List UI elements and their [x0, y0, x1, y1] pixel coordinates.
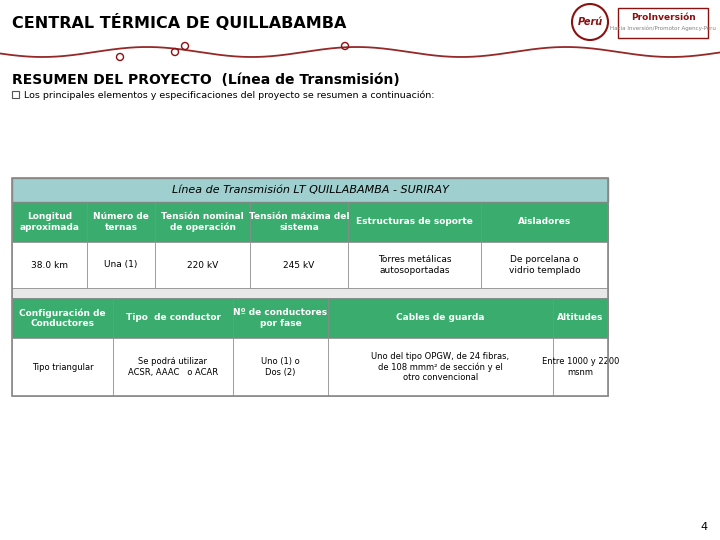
FancyBboxPatch shape	[12, 338, 113, 396]
FancyBboxPatch shape	[328, 298, 553, 338]
Text: Torres metálicas
autosoportadas: Torres metálicas autosoportadas	[378, 255, 451, 275]
Text: 245 kV: 245 kV	[284, 260, 315, 269]
FancyBboxPatch shape	[481, 202, 608, 242]
Text: Aisladores: Aisladores	[518, 218, 571, 226]
FancyBboxPatch shape	[113, 338, 233, 396]
Text: Altitudes: Altitudes	[557, 314, 603, 322]
FancyBboxPatch shape	[113, 298, 233, 338]
FancyBboxPatch shape	[618, 8, 708, 38]
Text: Tipo triangular: Tipo triangular	[32, 362, 94, 372]
Text: Una (1): Una (1)	[104, 260, 138, 269]
Text: ProInversión: ProInversión	[631, 14, 696, 23]
FancyBboxPatch shape	[250, 242, 348, 288]
FancyBboxPatch shape	[12, 202, 87, 242]
FancyBboxPatch shape	[155, 202, 250, 242]
Text: Los principales elementos y especificaciones del proyecto se resumen a continuac: Los principales elementos y especificaci…	[24, 90, 434, 100]
FancyBboxPatch shape	[233, 298, 328, 338]
Text: Tensión nominal
de operación: Tensión nominal de operación	[161, 212, 244, 232]
FancyBboxPatch shape	[155, 242, 250, 288]
Text: Hacia Inversión/Promotor Agency-Peru: Hacia Inversión/Promotor Agency-Peru	[610, 25, 716, 31]
FancyBboxPatch shape	[328, 338, 553, 396]
FancyBboxPatch shape	[12, 298, 113, 338]
Text: Entre 1000 y 2200
msnm: Entre 1000 y 2200 msnm	[542, 357, 619, 377]
Text: Nº de conductores
por fase: Nº de conductores por fase	[233, 308, 328, 328]
FancyBboxPatch shape	[87, 242, 155, 288]
FancyBboxPatch shape	[87, 202, 155, 242]
Text: Configuración de
Conductores: Configuración de Conductores	[19, 308, 106, 328]
Text: Línea de Transmisión LT QUILLABAMBA - SURIRAY: Línea de Transmisión LT QUILLABAMBA - SU…	[171, 185, 449, 195]
Text: Tensión máxima del
sistema: Tensión máxima del sistema	[248, 212, 349, 232]
Text: De porcelana o
vidrio templado: De porcelana o vidrio templado	[509, 255, 580, 275]
FancyBboxPatch shape	[348, 202, 481, 242]
Text: CENTRAL TÉRMICA DE QUILLABAMBA: CENTRAL TÉRMICA DE QUILLABAMBA	[12, 14, 346, 30]
Text: Tipo  de conductor: Tipo de conductor	[125, 314, 220, 322]
FancyBboxPatch shape	[481, 242, 608, 288]
FancyBboxPatch shape	[12, 288, 608, 298]
Text: Cables de guarda: Cables de guarda	[396, 314, 485, 322]
Text: Uno del tipo OPGW, de 24 fibras,
de 108 mmm² de sección y el
otro convencional: Uno del tipo OPGW, de 24 fibras, de 108 …	[372, 352, 510, 382]
FancyBboxPatch shape	[12, 242, 87, 288]
FancyBboxPatch shape	[12, 178, 608, 202]
Text: Se podrá utilizar
ACSR, AAAC   o ACAR: Se podrá utilizar ACSR, AAAC o ACAR	[128, 357, 218, 377]
FancyBboxPatch shape	[553, 338, 608, 396]
Text: 4: 4	[701, 522, 708, 532]
Text: Estructuras de soporte: Estructuras de soporte	[356, 218, 473, 226]
Text: 220 kV: 220 kV	[187, 260, 218, 269]
Text: Uno (1) o
Dos (2): Uno (1) o Dos (2)	[261, 357, 300, 377]
FancyBboxPatch shape	[348, 242, 481, 288]
FancyBboxPatch shape	[250, 202, 348, 242]
Text: RESUMEN DEL PROYECTO  (Línea de Transmisión): RESUMEN DEL PROYECTO (Línea de Transmisi…	[12, 73, 400, 87]
FancyBboxPatch shape	[233, 338, 328, 396]
Text: Número de
ternas: Número de ternas	[93, 212, 149, 232]
Text: Longitud
aproximada: Longitud aproximada	[19, 212, 79, 232]
FancyBboxPatch shape	[553, 298, 608, 338]
FancyBboxPatch shape	[12, 91, 19, 98]
Text: Perú: Perú	[577, 17, 603, 27]
Text: 38.0 km: 38.0 km	[31, 260, 68, 269]
